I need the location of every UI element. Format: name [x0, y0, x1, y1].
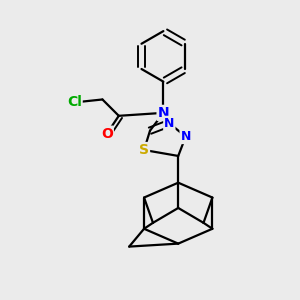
Text: Cl: Cl	[67, 95, 82, 110]
Text: O: O	[101, 127, 113, 141]
Text: N: N	[181, 130, 191, 143]
Text: S: S	[139, 143, 149, 157]
Text: N: N	[158, 106, 169, 120]
Text: N: N	[164, 117, 175, 130]
